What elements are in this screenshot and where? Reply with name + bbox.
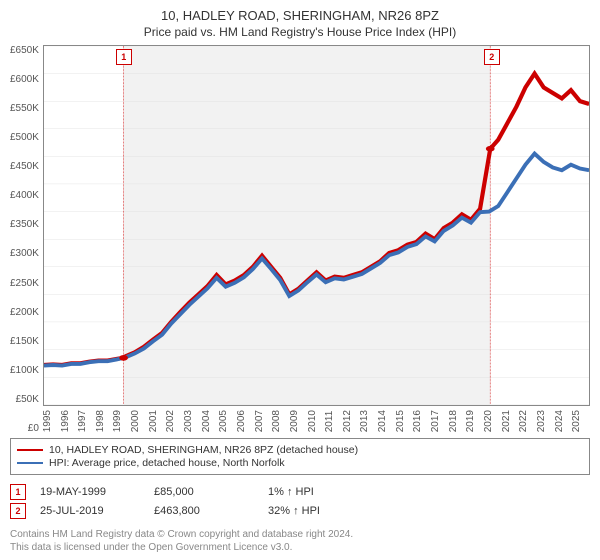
- chart-title-line1: 10, HADLEY ROAD, SHERINGHAM, NR26 8PZ: [10, 8, 590, 23]
- x-tick-label: 2000: [131, 408, 149, 434]
- legend-row: HPI: Average price, detached house, Nort…: [17, 457, 583, 469]
- x-tick-label: 1995: [43, 408, 61, 434]
- x-tick-label: 2024: [555, 408, 573, 434]
- y-tick-label: £50K: [16, 394, 39, 405]
- x-tick-label: 2006: [237, 408, 255, 434]
- y-tick-label: £550K: [10, 103, 39, 114]
- event-date: 25-JUL-2019: [40, 505, 140, 517]
- y-tick-label: £650K: [10, 45, 39, 56]
- event-date: 19-MAY-1999: [40, 486, 140, 498]
- x-tick-label: 2019: [466, 408, 484, 434]
- event-row: 1 19-MAY-1999 £85,000 1% ↑ HPI: [10, 484, 590, 500]
- x-tick-label: 1998: [96, 408, 114, 434]
- event-number-box: 1: [10, 484, 26, 500]
- x-tick-label: 2025: [572, 408, 590, 434]
- event-marker-box: 1: [116, 49, 132, 65]
- x-tick-label: 2016: [413, 408, 431, 434]
- x-tick-label: 2003: [184, 408, 202, 434]
- x-tick-label: 2018: [449, 408, 467, 434]
- legend-label: 10, HADLEY ROAD, SHERINGHAM, NR26 8PZ (d…: [49, 444, 358, 456]
- x-tick-label: 1997: [78, 408, 96, 434]
- x-tick-label: 2014: [378, 408, 396, 434]
- x-tick-label: 2008: [272, 408, 290, 434]
- event-number-box: 2: [10, 503, 26, 519]
- x-tick-label: 2021: [502, 408, 520, 434]
- legend-label: HPI: Average price, detached house, Nort…: [49, 457, 285, 469]
- x-tick-label: 2017: [431, 408, 449, 434]
- legend: 10, HADLEY ROAD, SHERINGHAM, NR26 8PZ (d…: [10, 438, 590, 475]
- y-tick-label: £500K: [10, 132, 39, 143]
- footer-line1: Contains HM Land Registry data © Crown c…: [10, 528, 590, 541]
- y-tick-label: £150K: [10, 336, 39, 347]
- y-tick-label: £600K: [10, 74, 39, 85]
- x-tick-label: 2001: [149, 408, 167, 434]
- event-row: 2 25-JUL-2019 £463,800 32% ↑ HPI: [10, 503, 590, 519]
- x-tick-label: 2002: [166, 408, 184, 434]
- y-tick-label: £450K: [10, 161, 39, 172]
- x-tick-label: 1996: [61, 408, 79, 434]
- event-price: £463,800: [154, 505, 254, 517]
- x-tick-label: 2005: [219, 408, 237, 434]
- x-tick-label: 2022: [519, 408, 537, 434]
- x-tick-label: 2013: [360, 408, 378, 434]
- x-tick-label: 2007: [255, 408, 273, 434]
- x-tick-label: 2011: [325, 408, 343, 434]
- y-tick-label: £400K: [10, 190, 39, 201]
- chart-area: £650K £600K £550K £500K £450K £400K £350K £300K…: [10, 45, 590, 434]
- x-tick-label: 2009: [290, 408, 308, 434]
- event-delta: 1% ↑ HPI: [268, 486, 368, 498]
- x-tick-label: 2010: [308, 408, 326, 434]
- events-table: 1 19-MAY-1999 £85,000 1% ↑ HPI 2 25-JUL-2019 £…: [10, 481, 590, 522]
- x-tick-label: 1999: [113, 408, 131, 434]
- plot: 12: [43, 45, 590, 406]
- legend-row: 10, HADLEY ROAD, SHERINGHAM, NR26 8PZ (d…: [17, 444, 583, 456]
- x-tick-label: 2012: [343, 408, 361, 434]
- y-tick-label: £100K: [10, 365, 39, 376]
- y-tick-label: £300K: [10, 248, 39, 259]
- y-tick-label: £350K: [10, 219, 39, 230]
- legend-swatch: [17, 462, 43, 464]
- x-tick-label: 2020: [484, 408, 502, 434]
- footer: Contains HM Land Registry data © Crown c…: [10, 528, 590, 554]
- y-axis: £650K £600K £550K £500K £450K £400K £350K £300K…: [10, 45, 43, 434]
- x-tick-label: 2015: [396, 408, 414, 434]
- footer-line2: This data is licensed under the Open Gov…: [10, 541, 590, 554]
- y-tick-label: £250K: [10, 278, 39, 289]
- legend-swatch: [17, 449, 43, 451]
- x-axis: 1995199619971998199920002001200220032004…: [43, 406, 590, 434]
- event-marker-box: 2: [484, 49, 500, 65]
- y-tick-label: £0: [28, 423, 39, 434]
- x-tick-label: 2023: [537, 408, 555, 434]
- chart-title-line2: Price paid vs. HM Land Registry's House …: [10, 25, 590, 39]
- y-tick-label: £200K: [10, 307, 39, 318]
- event-delta: 32% ↑ HPI: [268, 505, 368, 517]
- event-price: £85,000: [154, 486, 254, 498]
- x-tick-label: 2004: [202, 408, 220, 434]
